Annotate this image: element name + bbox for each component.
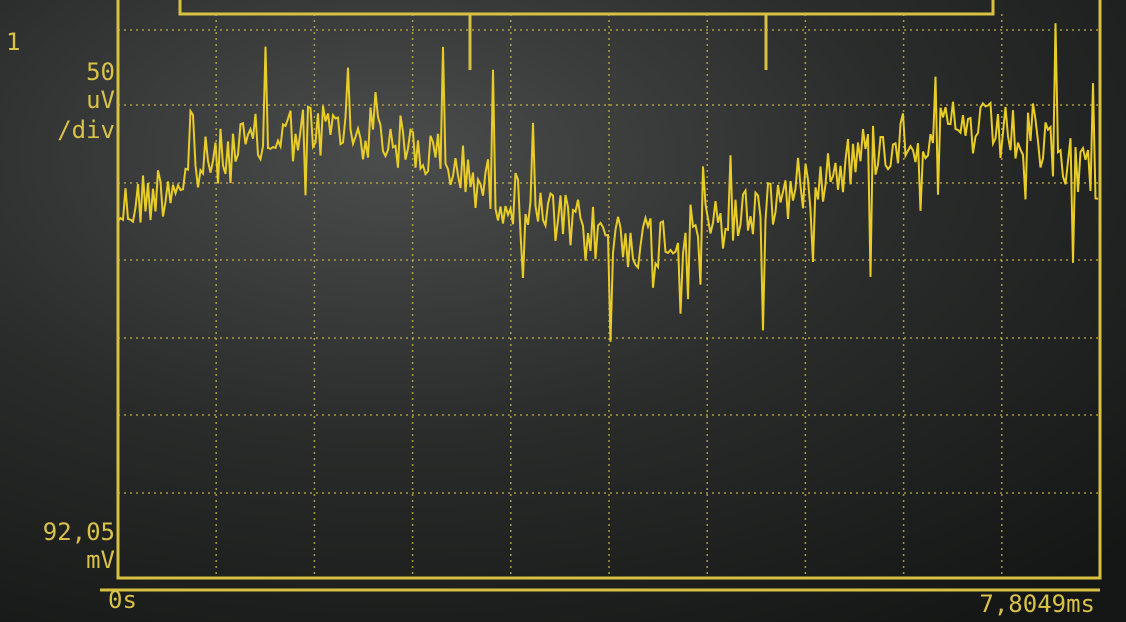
time-end: 7,8049ms [979,590,1095,618]
scale-per: /div [57,116,115,144]
scale-unit: uV [86,86,115,114]
time-start: 0s [108,586,137,614]
offset-value: 92,05 [43,518,115,546]
background [0,0,1126,622]
offset-unit: mV [86,546,115,574]
channel-label: 1 [6,28,20,56]
oscilloscope-photo: 1 50 uV /div 92,05 mV 0s 7,8049ms [0,0,1126,622]
scale-value: 50 [86,58,115,86]
